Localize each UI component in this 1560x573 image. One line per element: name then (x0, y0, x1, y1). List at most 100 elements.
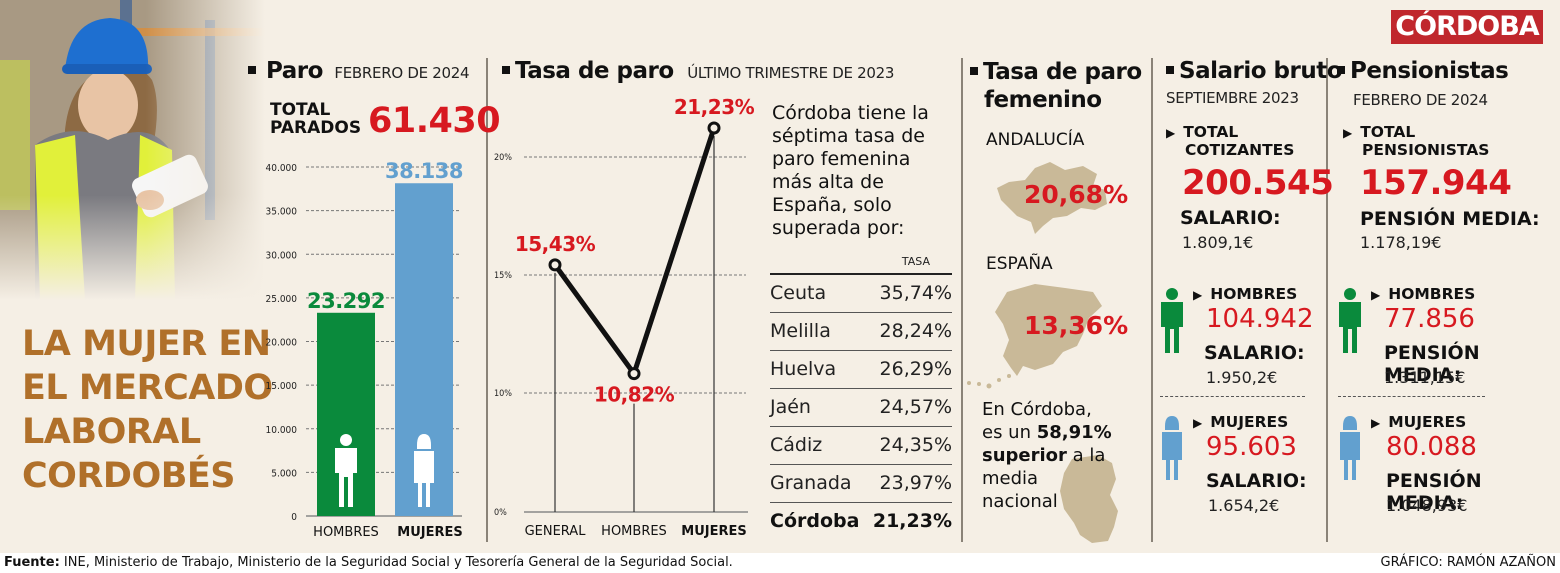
triangle-right-icon: ▶ (1193, 416, 1203, 430)
row-name: Melilla (770, 320, 831, 342)
x-tick-label: GENERAL (525, 524, 587, 539)
y-tick-label: 20.000 (266, 338, 298, 349)
headline-line: LABORAL (22, 412, 201, 452)
note-line: nacional (982, 491, 1058, 512)
table-row: Granada 23,97% (770, 465, 952, 503)
pension-hombres-pension-value: 1.311,15€ (1384, 368, 1466, 387)
source-footer: Fuente: INE, Ministerio de Trabajo, Mini… (4, 555, 733, 570)
dotted-separator (1160, 396, 1305, 397)
bullet-square-icon (1337, 65, 1345, 74)
y-tick-label: 40.000 (266, 163, 298, 174)
tasa-text-line: más alta de (772, 171, 884, 193)
salario-value: 1.809,1€ (1182, 233, 1254, 252)
salario-total-value: 200.545 (1182, 163, 1334, 203)
pensionistas-section-title: Pensionistas (1337, 58, 1509, 84)
salario-hombres-label: ▶ HOMBRES (1193, 286, 1297, 304)
note-percent: 58,91% (1036, 422, 1112, 443)
femenino-title-2: femenino (984, 87, 1102, 113)
salario-hombres-salario-value: 1.950,2€ (1206, 368, 1278, 387)
table-row: Jaén 24,57% (770, 389, 952, 427)
x-tick-label: MUJERES (397, 525, 462, 540)
tasa-description: Córdoba tiene la séptima tasa de paro fe… (772, 102, 929, 240)
bar-hombres (317, 312, 375, 516)
paro-bar-chart: 0 5.000 10.000 15.000 20.000 25.000 30.000 35.0… (266, 159, 464, 540)
tasa-text-line: España, solo (772, 194, 892, 216)
total-label-1: TOTAL (1360, 123, 1416, 141)
pension-mujeres-label-media: PENSIÓN MEDIA: (1386, 470, 1482, 514)
y-tick-label: 0 (291, 512, 297, 523)
row-value: 23,97% (879, 472, 952, 494)
pensionistas-subtitle: FEBRERO DE 2024 (1353, 91, 1488, 109)
note-line: es un 58,91% (982, 421, 1112, 444)
worker-photo (0, 0, 265, 300)
paro-subtitle: FEBRERO DE 2024 (334, 64, 470, 82)
row-name: Huelva (770, 358, 837, 380)
salario-mujeres-salario-label: SALARIO: (1206, 470, 1307, 492)
bullet-square-icon (502, 65, 510, 74)
row-name: Ceuta (770, 282, 827, 304)
total-label-2: PENSIONISTAS (1362, 141, 1490, 159)
table-header: TASA (770, 255, 952, 275)
y-tick-label: 10.000 (266, 425, 298, 436)
credit: GRÁFICO: RAMÓN AZAÑON (1380, 555, 1556, 570)
paro-total-label-1: TOTAL (270, 100, 331, 120)
femenino-section-title: Tasa de paro femenino (970, 58, 1142, 114)
y-tick-label: 5.000 (271, 468, 297, 479)
cordoba-logo: CÓRDOBA (1391, 10, 1543, 44)
espana-label: ESPAÑA (986, 254, 1053, 274)
y-tick-label: 30.000 (266, 250, 298, 261)
row-value: 21,23% (872, 510, 952, 532)
tasa-text-line: Córdoba tiene la (772, 102, 929, 124)
column-divider (1151, 58, 1153, 542)
row-name: Granada (770, 472, 852, 494)
femenino-note: En Córdoba, es un 58,91% superior a la m… (982, 398, 1112, 513)
salario-title: Salario bruto (1179, 58, 1343, 84)
row-value: 24,35% (879, 434, 952, 456)
headline: LA MUJER EN EL MERCADO LABORAL CORDOBÉS (22, 322, 273, 498)
salario-hombres-salario-label: SALARIO: (1204, 342, 1305, 364)
mujeres-label: MUJERES (1210, 413, 1289, 431)
woman-icon (1340, 416, 1360, 480)
paro-section-title: Paro FEBRERO DE 2024 (248, 58, 469, 84)
salario-total-label: ▶ TOTAL COTIZANTES (1166, 124, 1294, 159)
note-text: a la (1066, 445, 1106, 466)
tasa-line-chart: 0% 10% 15% 20% 15,43% GENERAL 10,82% HOMBRES 21,… (494, 95, 755, 539)
paro-total-value: 61.430 (368, 101, 501, 141)
tasa-text-line: séptima tasa de (772, 125, 925, 147)
paro-total-label: TOTAL PARADOS (270, 101, 361, 137)
tasa-title: Tasa de paro (515, 58, 674, 84)
dotted-separator (1338, 396, 1485, 397)
tasa-subtitle: ÚLTIMO TRIMESTRE DE 2023 (687, 64, 895, 82)
tasa-text-line: paro femenina (772, 148, 911, 170)
column-divider (1326, 58, 1328, 542)
man-icon (335, 434, 357, 507)
note-line: En Córdoba, (982, 399, 1092, 420)
column-divider (486, 58, 488, 542)
triangle-right-icon: ▶ (1371, 288, 1381, 302)
bullet-square-icon (1166, 65, 1174, 74)
data-label: 15,43% (515, 232, 596, 256)
andalucia-label: ANDALUCÍA (986, 130, 1085, 150)
data-point (707, 121, 721, 135)
woman-icon-head (417, 434, 431, 449)
note-line: media (982, 468, 1039, 489)
tasa-ranking-table: TASA Ceuta 35,74% Melilla 28,24% Huelva 26,… (770, 255, 952, 540)
bullet-square-icon (248, 65, 256, 74)
data-point (548, 258, 562, 272)
pension-hombres-value: 77.856 (1384, 304, 1475, 334)
table-row: Huelva 26,29% (770, 351, 952, 389)
headline-line: LA MUJER EN (22, 324, 271, 364)
row-name: Jaén (770, 396, 811, 418)
pension-mujeres-label: ▶ MUJERES (1371, 414, 1466, 432)
woman-icon (1162, 416, 1182, 480)
paro-total-label-2: PARADOS (270, 118, 362, 138)
y-tick-label: 15.000 (266, 381, 298, 392)
total-label-1: TOTAL (1183, 123, 1239, 141)
headline-line: EL MERCADO (22, 368, 273, 408)
pension-label: PENSIÓN MEDIA: (1360, 208, 1540, 230)
femenino-title-1: Tasa de paro (983, 59, 1142, 85)
triangle-right-icon: ▶ (1371, 416, 1381, 430)
triangle-right-icon: ▶ (1166, 126, 1176, 140)
paro-title: Paro (266, 58, 323, 84)
mujeres-label: MUJERES (1388, 413, 1467, 431)
